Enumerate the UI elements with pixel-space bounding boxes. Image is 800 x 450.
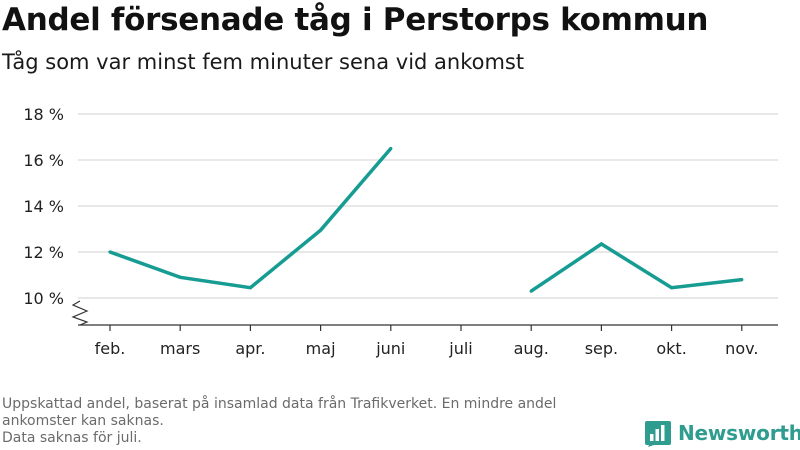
y-axis-ticks: 10 % 12 % 14 % 16 % 18 %: [23, 105, 64, 308]
x-axis-ticks: feb. mars apr. maj juni juli aug. sep. okt. nov.: [95, 325, 758, 358]
data-point: [529, 289, 533, 293]
y-tick-label: 14 %: [23, 197, 64, 216]
x-tick-label: aug.: [514, 339, 549, 358]
data-point: [248, 286, 252, 290]
x-tick-label: juli: [448, 339, 472, 358]
series-line-segment: [109, 147, 393, 290]
data-point: [389, 146, 393, 151]
x-tick-label: juni: [375, 339, 405, 358]
y-tick-label: 12 %: [23, 243, 64, 262]
series-line-segment: [530, 241, 743, 293]
data-point: [670, 286, 674, 290]
brand-name: Newsworthy: [678, 421, 800, 445]
data-point: [319, 228, 323, 232]
x-tick-label: nov.: [725, 339, 758, 358]
data-point: [178, 275, 182, 279]
data-point: [599, 242, 604, 246]
chart-subtitle: Tåg som var minst fem minuter sena vid a…: [2, 50, 525, 74]
bar-chart-logo-icon: [645, 421, 671, 447]
x-tick-label: maj: [306, 339, 336, 358]
x-tick-label: sep.: [585, 339, 618, 358]
y-axis-break-icon: [71, 300, 89, 326]
line-chart: 10 % 12 % 14 % 16 % 18 % feb. mars apr. maj juni…: [23, 105, 778, 358]
y-tick-label: 10 %: [23, 289, 64, 308]
data-point: [108, 250, 112, 254]
footnote-missing-data: Data saknas för juli.: [2, 430, 142, 446]
x-tick-label: okt.: [656, 339, 686, 358]
series-lines: [108, 146, 744, 293]
footnote-source: Uppskattad andel, baserat på insamlad da…: [2, 396, 557, 429]
y-tick-label: 18 %: [23, 105, 64, 124]
footnote: Uppskattad andel, baserat på insamlad da…: [2, 396, 632, 447]
y-tick-label: 16 %: [23, 151, 64, 170]
data-point: [740, 278, 744, 282]
x-tick-label: feb.: [95, 339, 126, 358]
chart-title: Andel försenade tåg i Perstorps kommun: [2, 2, 709, 38]
x-tick-label: apr.: [235, 339, 265, 358]
x-tick-label: mars: [160, 339, 200, 358]
brand-logo: Newsworthy: [644, 418, 800, 448]
gridlines: [78, 113, 778, 299]
